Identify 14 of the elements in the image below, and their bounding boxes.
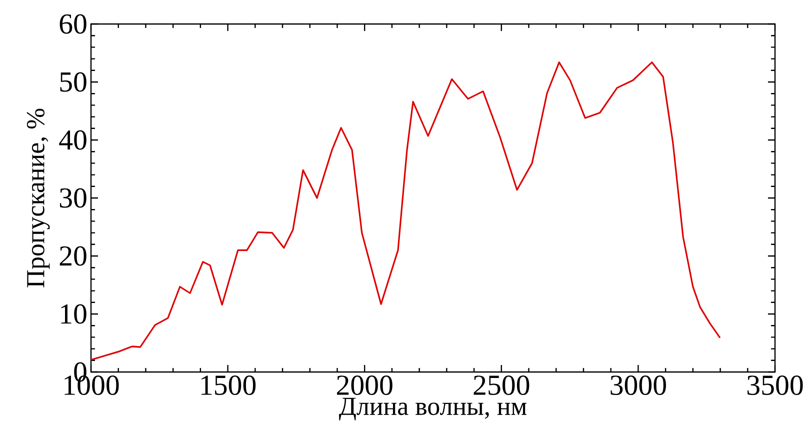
x-tick-label: 3000 — [610, 376, 666, 396]
y-tick-label: 20 — [60, 246, 86, 266]
y-tick-label: 10 — [61, 304, 86, 324]
x-tick-label: 1500 — [201, 376, 256, 396]
y-tick-label: 60 — [60, 14, 86, 34]
line-series — [91, 61, 721, 361]
x-tick-label: 2500 — [474, 376, 530, 396]
y-tick-label: 40 — [59, 130, 86, 150]
x-tick-label: 3500 — [747, 376, 803, 396]
y-axis-title: Пропускание, % — [26, 108, 50, 288]
x-axis-title: Длина волны, нм — [338, 398, 527, 420]
x-tick-label: 2000 — [336, 376, 392, 396]
y-tick-label: 30 — [60, 188, 86, 208]
y-tick-label: 50 — [60, 72, 86, 92]
